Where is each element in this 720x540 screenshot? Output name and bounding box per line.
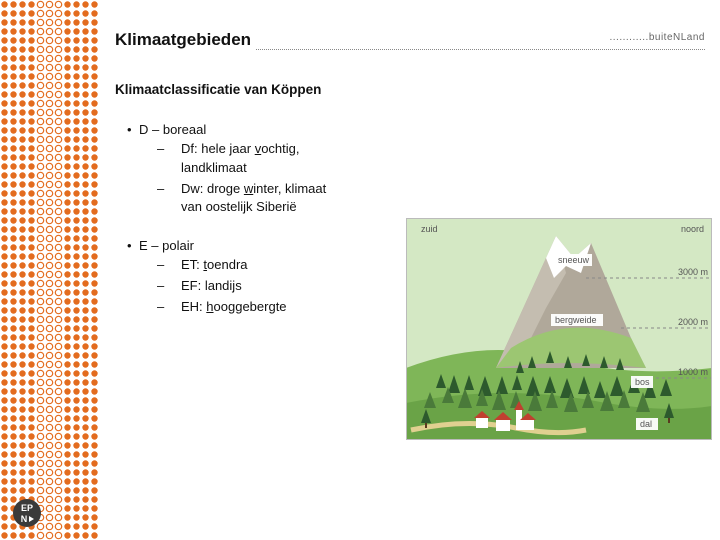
dot-pattern xyxy=(0,0,98,540)
subtitle: Klimaatclassificatie van Köppen xyxy=(115,82,705,97)
bullet-ef: –EF: landijs xyxy=(169,277,395,296)
decorative-dot-sidebar xyxy=(0,0,98,540)
bullet-d: •D – boreaal –Df: hele jaar vochtig, lan… xyxy=(127,121,395,217)
mountain-diagram: zuid noord sneeuw bergweide bos dal 3000… xyxy=(406,218,712,440)
svg-text:N: N xyxy=(21,514,28,524)
label-sneeuw: sneeuw xyxy=(554,254,592,266)
mountain-svg: zuid noord sneeuw bergweide bos dal 3000… xyxy=(406,218,712,440)
bullet-e: •E – polair –ET: toendra –EF: landijs –E… xyxy=(127,237,395,316)
label-dal: dal xyxy=(636,418,658,430)
bullet-eh: –EH: hooggebergte xyxy=(169,298,395,317)
bullet-et: –ET: toendra xyxy=(169,256,395,275)
title-row: Klimaatgebieden ............buiteNLand xyxy=(115,30,705,54)
publisher-logo: EP N xyxy=(12,498,42,528)
svg-text:sneeuw: sneeuw xyxy=(558,255,590,265)
label-bos: bos xyxy=(631,376,653,388)
svg-text:bos: bos xyxy=(635,377,650,387)
bullet-dw: –Dw: droge winter, klimaat van oostelijk… xyxy=(169,180,395,218)
svg-text:EP: EP xyxy=(21,503,33,513)
label-bergweide: bergweide xyxy=(551,314,603,326)
svg-text:bergweide: bergweide xyxy=(555,315,597,325)
label-zuid: zuid xyxy=(421,224,438,234)
bullet-list: •D – boreaal –Df: hele jaar vochtig, lan… xyxy=(115,121,395,317)
label-1000m: 1000 m xyxy=(678,367,708,377)
label-2000m: 2000 m xyxy=(678,317,708,327)
bullet-e-head: •E – polair xyxy=(127,237,395,256)
label-noord: noord xyxy=(681,224,704,234)
svg-text:dal: dal xyxy=(640,419,652,429)
bullet-d-head: •D – boreaal xyxy=(127,121,395,140)
label-3000m: 3000 m xyxy=(678,267,708,277)
page-title: Klimaatgebieden xyxy=(115,30,255,52)
brand-label: ............buiteNLand xyxy=(602,32,706,43)
bullet-df: –Df: hele jaar vochtig, landklimaat xyxy=(169,140,395,178)
